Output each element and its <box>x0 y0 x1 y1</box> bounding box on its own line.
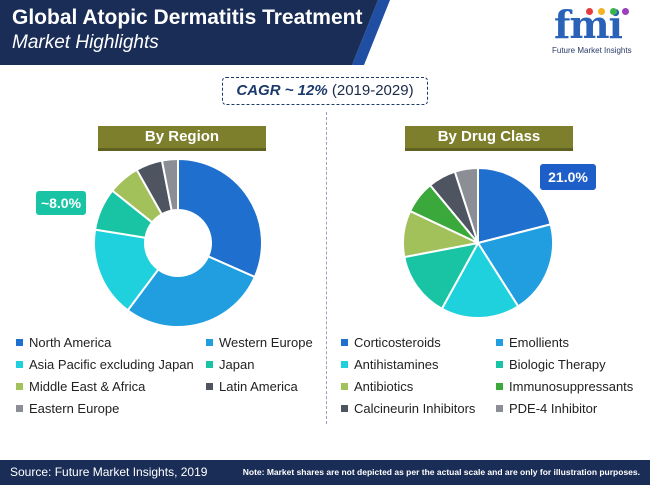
cagr-box: CAGR ~ 12% (2019-2029) <box>222 77 428 105</box>
legend-item-1-emollients: Emollients <box>496 335 569 350</box>
fmi-logo: fmi Future Market Insights <box>548 2 646 58</box>
legend-swatch <box>206 383 213 390</box>
logo-dot-purple <box>622 8 629 15</box>
page-subtitle: Market Highlights <box>12 32 159 53</box>
slice-1-antihistamines <box>440 241 520 319</box>
header-banner: Global Atopic Dermatitis Treatment Marke… <box>0 0 650 65</box>
region-title-ribbon: By Region <box>98 126 266 151</box>
slice-0-north-america <box>177 157 263 279</box>
legend-swatch <box>16 383 23 390</box>
legend-label: PDE-4 Inhibitor <box>509 401 598 416</box>
slice-1-emollients <box>476 223 554 308</box>
legend-item-1-pde-4-inhibitor: PDE-4 Inhibitor <box>496 401 597 416</box>
header-background <box>0 0 390 65</box>
logo-dot-red <box>586 8 593 15</box>
legend-item-0-japan: Japan <box>206 357 254 372</box>
legend-item-1-antihistamines: Antihistamines <box>341 357 439 372</box>
legend-item-0-eastern-europe: Eastern Europe <box>16 401 119 416</box>
slice-0-eastern-europe <box>160 157 179 212</box>
slice-1-pde-4-inhibitor <box>453 166 479 244</box>
legend-item-0-latin-america: Latin America <box>206 379 298 394</box>
slice-1-corticosteroids <box>477 166 552 245</box>
legend-swatch <box>341 405 348 412</box>
legend-label: Eastern Europe <box>29 401 120 416</box>
legend-swatch <box>341 383 348 390</box>
legend-item-1-immunosuppressants: Immunosuppressants <box>496 379 633 394</box>
legend-swatch <box>341 339 348 346</box>
legend-item-0-north-america: North America <box>16 335 111 350</box>
legend-swatch <box>496 405 503 412</box>
logo-dot-yellow <box>598 8 605 15</box>
slice-1-biologic-therapy <box>403 241 480 311</box>
legend-item-1-antibiotics: Antibiotics <box>341 379 413 394</box>
cagr-label: CAGR ~ 12% <box>236 82 328 99</box>
logo-tagline: Future Market Insights <box>552 46 632 55</box>
legend-label: Latin America <box>219 379 298 394</box>
legend-swatch <box>496 361 503 368</box>
legend-item-0-middle-east-and-africa: Middle East & Africa <box>16 379 145 394</box>
legend-label: Calcineurin Inhibitors <box>354 401 476 416</box>
legend-swatch <box>16 405 23 412</box>
legend-item-1-corticosteroids: Corticosteroids <box>341 335 441 350</box>
logo-dot-green <box>610 8 617 15</box>
legend-label: Asia Pacific excluding Japan <box>29 357 194 372</box>
legend-swatch <box>16 339 23 346</box>
footer-bar: Source: Future Market Insights, 2019 Not… <box>0 460 650 485</box>
page-title: Global Atopic Dermatitis Treatment <box>12 6 363 29</box>
note-text: Note: Market shares are not depicted as … <box>242 467 640 477</box>
legend-label: Corticosteroids <box>354 335 441 350</box>
legend-item-1-biologic-therapy: Biologic Therapy <box>496 357 606 372</box>
legend-swatch <box>206 339 213 346</box>
legend-swatch <box>206 361 213 368</box>
legend-label: Antihistamines <box>354 357 439 372</box>
legend-label: Middle East & Africa <box>29 379 146 394</box>
legend-swatch <box>496 339 503 346</box>
slice-0-western-europe <box>126 255 257 328</box>
legend-label: Immunosuppressants <box>509 379 634 394</box>
legend-item-0-asia-pacific-excluding-japan: Asia Pacific excluding Japan <box>16 357 194 372</box>
cagr-period: (2019-2029) <box>331 82 414 99</box>
drug-class-callout: 21.0% <box>540 164 596 190</box>
region-callout: ~8.0% <box>36 191 86 215</box>
legend-item-0-western-europe: Western Europe <box>206 335 313 350</box>
legend-swatch <box>341 361 348 368</box>
section-divider <box>326 112 327 424</box>
drug-class-title-ribbon: By Drug Class <box>405 126 573 151</box>
legend-label: Emollients <box>509 335 569 350</box>
legend-swatch <box>16 361 23 368</box>
legend-item-1-calcineurin-inhibitors: Calcineurin Inhibitors <box>341 401 475 416</box>
legend-label: Japan <box>219 357 255 372</box>
legend-label: North America <box>29 335 112 350</box>
legend-label: Biologic Therapy <box>509 357 606 372</box>
legend-label: Antibiotics <box>354 379 414 394</box>
legend-swatch <box>496 383 503 390</box>
legend-label: Western Europe <box>219 335 313 350</box>
source-text: Source: Future Market Insights, 2019 <box>10 465 208 479</box>
